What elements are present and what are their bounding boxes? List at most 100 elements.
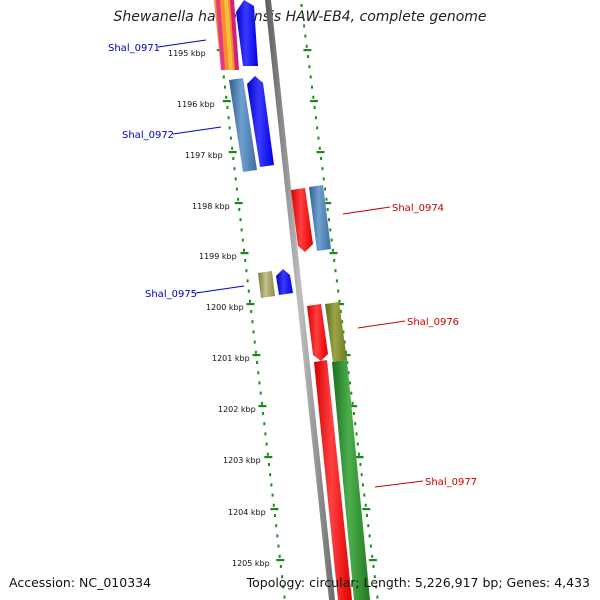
scale-label: 1199 kbp — [199, 252, 237, 261]
ruler-major-tick — [368, 559, 377, 562]
ruler-tick — [330, 238, 333, 242]
ruler-tick — [303, 24, 306, 28]
ruler-tick — [364, 503, 367, 507]
ruler-tick — [316, 126, 319, 130]
ruler-tick — [331, 248, 334, 252]
gene-label-shal-0971: Shal_0971 — [108, 43, 160, 54]
scale-label: 1201 kbp — [212, 354, 250, 363]
ruler-tick — [264, 432, 267, 436]
ruler-tick — [317, 136, 320, 140]
scale-label: 1202 kbp — [218, 405, 256, 414]
ruler-major-tick — [246, 303, 255, 306]
scale-label: 1196 kbp — [177, 100, 215, 109]
ruler-tick — [321, 167, 324, 171]
forward-strand — [214, 0, 293, 298]
ruler-tick — [254, 350, 257, 354]
ruler-major-tick — [342, 354, 351, 357]
callout-line — [157, 39, 207, 48]
ruler-major-tick — [323, 202, 332, 205]
ruler-tick — [311, 85, 313, 89]
ruler-tick — [341, 320, 344, 324]
gene-shal-0974-cds — [309, 185, 331, 251]
ruler-tick — [352, 412, 355, 415]
genome-backbone — [265, 0, 335, 600]
ruler-tick — [348, 381, 351, 385]
ruler-tick — [237, 197, 240, 201]
ruler-tick — [266, 452, 269, 456]
scale-label: 1200 kbp — [206, 303, 244, 312]
ruler-tick — [277, 544, 280, 548]
ruler-major-tick — [310, 100, 318, 103]
ruler-tick — [247, 289, 250, 293]
ruler-major-tick — [270, 508, 279, 511]
callout-line — [342, 206, 391, 215]
ruler-tick — [338, 299, 341, 303]
ruler-tick — [313, 106, 316, 109]
ruler-tick — [224, 85, 226, 89]
ruler-tick — [356, 442, 359, 446]
ruler-tick — [343, 340, 346, 344]
ruler-tick — [320, 157, 323, 160]
ruler-tick — [368, 534, 371, 538]
ruler-tick — [367, 524, 370, 528]
ruler-tick — [279, 565, 282, 568]
ruler-major-tick — [336, 303, 344, 306]
gene-label-shal-0977: Shal_0977 — [425, 477, 477, 488]
callout-line — [374, 480, 424, 488]
gene-shal-0972-arrow — [247, 76, 274, 167]
ruler-tick — [249, 299, 251, 303]
ruler-tick — [270, 483, 273, 487]
ruler-tick — [358, 452, 361, 456]
gene-shal-0977-cds — [332, 360, 370, 600]
ruler-tick — [262, 412, 265, 415]
ruler-tick — [329, 228, 332, 232]
ruler-tick — [234, 177, 237, 181]
callout-line — [357, 320, 406, 329]
callout-line — [172, 126, 222, 135]
ruler-tick — [359, 463, 362, 466]
ruler-tick — [222, 75, 225, 79]
gene-label-shal-0975: Shal_0975 — [145, 289, 197, 300]
ruler-major-tick — [264, 456, 273, 459]
topology-text: Topology: circular; Length: 5,226,917 bp… — [246, 575, 590, 590]
ruler-tick — [312, 95, 315, 99]
gene-shal-0976-arrow — [307, 304, 328, 361]
ruler-tick — [226, 106, 229, 109]
ruler-tick — [371, 554, 374, 558]
ruler-tick — [232, 157, 235, 160]
ruler-tick — [333, 259, 336, 262]
gene-shal-0974-arrow — [291, 188, 313, 252]
ruler-tick — [253, 340, 256, 344]
ruler-major-tick — [316, 151, 325, 154]
ruler-tick — [351, 401, 354, 405]
scale-label: 1198 kbp — [192, 202, 230, 211]
ruler-tick — [259, 391, 262, 395]
ruler-tick — [318, 146, 321, 150]
ruler-tick — [314, 116, 317, 120]
gene-shal-0976-cds — [325, 302, 347, 362]
ruler-tick — [339, 310, 342, 313]
ruler-tick — [324, 187, 327, 191]
ruler-tick — [241, 238, 244, 242]
ruler-tick — [322, 177, 325, 181]
ruler-tick — [228, 126, 231, 130]
ruler-tick — [376, 595, 379, 599]
ruler-major-tick — [258, 405, 267, 408]
ruler-tick — [354, 422, 357, 426]
ruler-tick — [258, 381, 261, 385]
ruler-major-tick — [349, 405, 358, 408]
ruler-tick — [229, 136, 232, 140]
ruler-tick — [231, 146, 234, 150]
ruler-tick — [334, 269, 337, 273]
ruler-tick — [251, 320, 254, 324]
ruler-tick — [283, 595, 286, 599]
scale-labels: 1195 kbp 1196 kbp 1197 kbp 1198 kbp 1199… — [168, 49, 270, 568]
scale-label: 1203 kbp — [223, 456, 261, 465]
ruler-tick — [300, 4, 303, 7]
ruler-tick — [246, 279, 249, 283]
gene-label-shal-0974: Shal_0974 — [392, 203, 444, 214]
ruler-tick — [375, 585, 378, 589]
ruler-tick — [250, 310, 253, 313]
ruler-tick — [265, 442, 268, 446]
